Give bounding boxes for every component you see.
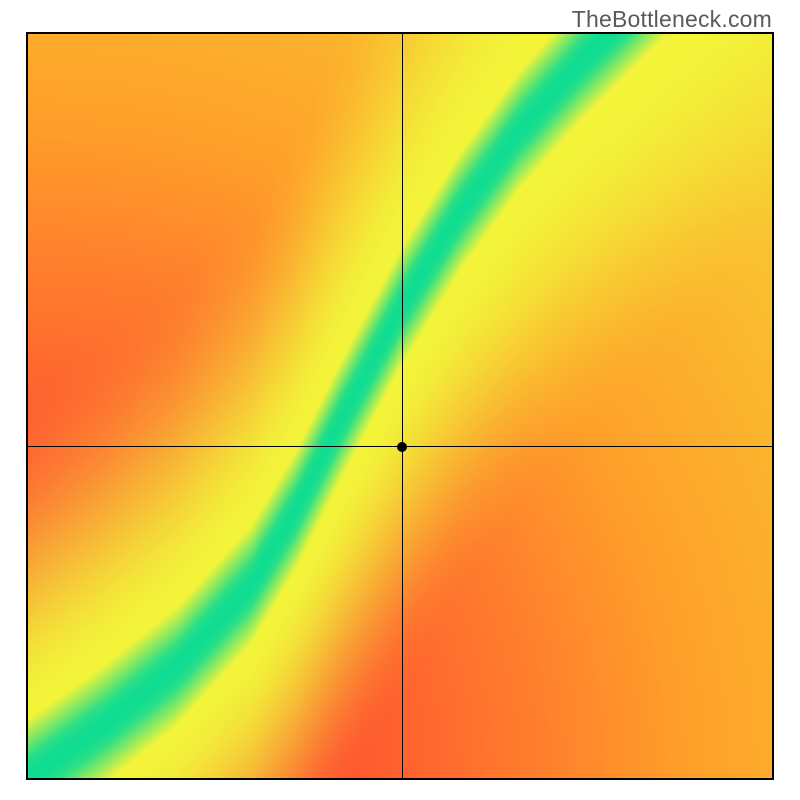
current-point-marker: [397, 442, 407, 452]
plot-frame: [26, 32, 774, 780]
bottleneck-heatmap: [28, 34, 772, 778]
crosshair-vertical: [402, 34, 403, 778]
watermark-text: TheBottleneck.com: [572, 6, 772, 33]
